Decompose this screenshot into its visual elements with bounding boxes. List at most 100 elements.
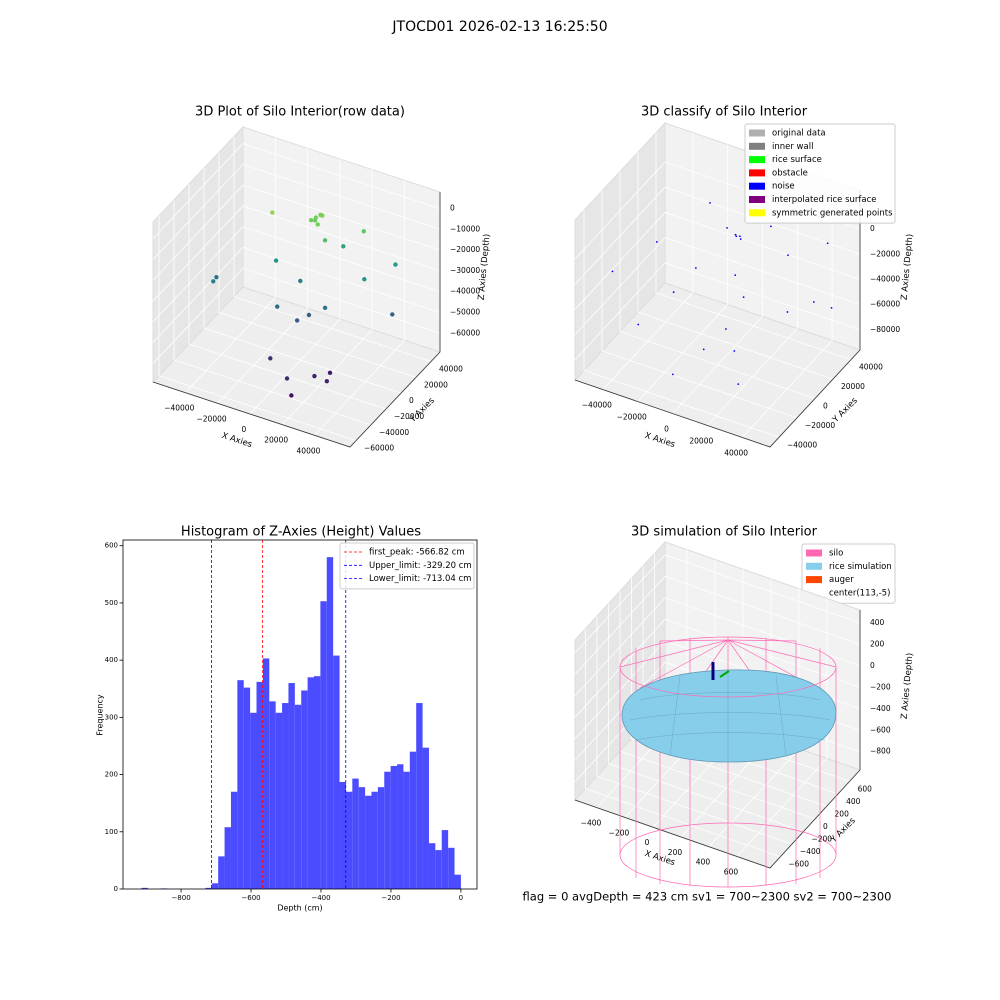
bar	[365, 795, 372, 889]
grid-line	[601, 190, 798, 419]
x-tick-label: 40000	[297, 446, 321, 455]
legend-label: inner wall	[772, 142, 813, 152]
point	[211, 279, 216, 284]
grid-line	[314, 180, 405, 436]
point	[270, 210, 275, 215]
bar	[269, 701, 276, 889]
bar	[205, 887, 212, 889]
bar	[320, 601, 327, 889]
panel-title: Histogram of Z-Axies (Height) Values	[181, 525, 421, 540]
figure-title: JTOCD01 2026-02-13 16:25:50	[391, 19, 607, 35]
z-tick-label: −80000	[870, 325, 900, 334]
x-tick-label: −200	[609, 828, 630, 837]
y-tick-label: −40000	[379, 428, 409, 437]
z-tick-label: −10000	[450, 224, 480, 233]
grid-line	[574, 618, 861, 718]
legend-box	[339, 542, 475, 590]
bar	[141, 887, 148, 889]
z-tick-label: −60000	[450, 328, 480, 337]
point	[284, 376, 290, 381]
point	[734, 274, 737, 277]
point	[308, 217, 314, 223]
bar	[339, 782, 346, 889]
bar	[377, 787, 385, 889]
bar	[397, 764, 404, 889]
grid-line	[574, 211, 861, 310]
z-tick-label: 0	[450, 204, 455, 213]
grid-line	[574, 575, 861, 675]
center-marker	[719, 670, 730, 678]
y-tick-label: 20000	[841, 382, 865, 391]
point	[361, 229, 366, 234]
x-tick-label: 20000	[264, 436, 288, 445]
bar	[448, 847, 455, 889]
grid-line	[574, 262, 861, 361]
y-tick-label: 500	[105, 599, 118, 607]
bar	[288, 683, 295, 889]
axis-line	[152, 351, 441, 448]
point	[830, 306, 833, 309]
legend-label: interpolated rice surface	[772, 195, 877, 205]
y-tick-label: 0	[114, 885, 118, 893]
point	[738, 235, 741, 238]
point	[294, 318, 300, 323]
point	[214, 274, 219, 280]
grid-line	[249, 158, 341, 415]
z-tick-label: −40000	[870, 274, 900, 283]
legend-label: noise	[772, 182, 795, 192]
point	[324, 378, 330, 384]
x-tick-label: 0	[664, 425, 669, 434]
y-tick-label: 300	[105, 713, 118, 721]
point	[637, 323, 640, 326]
bar	[230, 791, 238, 889]
point	[655, 241, 658, 243]
x-tick-label: 20000	[689, 436, 713, 445]
point	[390, 312, 395, 317]
legend-label: obstacle	[772, 168, 808, 178]
legend-swatch	[749, 142, 765, 150]
point	[275, 304, 280, 309]
y-tick-label: 200	[835, 809, 850, 818]
point	[739, 238, 742, 240]
axis-line	[574, 349, 861, 448]
point	[315, 222, 320, 227]
bar	[345, 791, 353, 889]
legend-swatch	[806, 576, 822, 584]
grid-line	[173, 199, 372, 426]
grid-line	[185, 137, 276, 393]
x-tick-label: −800	[171, 894, 190, 902]
silo-model	[619, 636, 837, 888]
y-tick-label: 400	[846, 797, 861, 806]
panel-title: 3D simulation of Silo Interior	[631, 525, 818, 540]
legend-label: rice surface	[772, 155, 822, 165]
legend-label: first_peak: -566.82 cm	[369, 548, 465, 558]
bar	[218, 856, 225, 889]
y-tick-label: 40000	[439, 365, 463, 374]
legend-label: symmetric generated points	[772, 208, 893, 218]
grid-line	[158, 215, 357, 442]
bar	[237, 680, 244, 889]
point	[735, 235, 738, 238]
bar	[403, 771, 410, 889]
bar	[416, 703, 423, 889]
grid-line	[619, 171, 816, 399]
x-tick-label: −400	[581, 819, 602, 828]
y-tick-label: 0	[823, 822, 828, 831]
panel-title: 3D classify of Silo Interior	[641, 105, 808, 120]
panel-histogram: Histogram of Z-Axies (Height) Values Dep…	[96, 525, 478, 913]
y-tick-label: 20000	[424, 380, 448, 389]
legend-label: center(113,-5)	[829, 588, 890, 598]
grid-line	[233, 136, 432, 362]
bar	[409, 751, 417, 889]
y-axis-label: Frequency	[96, 694, 105, 736]
bar	[313, 676, 321, 889]
grid-line	[152, 143, 441, 239]
bar	[307, 677, 314, 889]
grid-line	[584, 628, 781, 858]
grid-line	[574, 186, 861, 285]
bar	[211, 883, 219, 889]
rice-mesh	[629, 671, 831, 762]
bar	[428, 843, 436, 889]
panel-title: 3D Plot of Silo Interior(row data)	[195, 105, 405, 120]
y-tick-label: 200	[105, 771, 118, 779]
